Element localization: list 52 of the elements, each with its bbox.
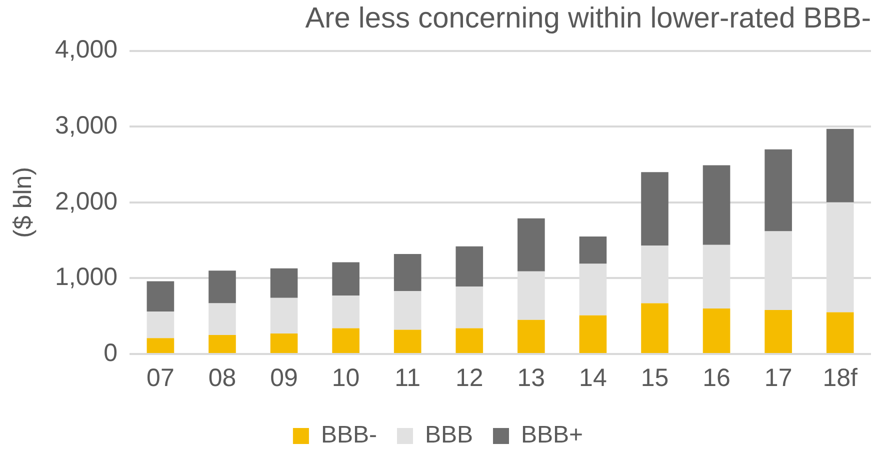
x-tick-label: 13 — [517, 364, 546, 392]
bar — [394, 254, 422, 292]
bar — [332, 328, 360, 353]
x-tick-label: 09 — [270, 364, 298, 392]
x-tick-label: 16 — [702, 364, 730, 392]
y-axis-title: ($ bln) — [8, 166, 37, 238]
x-tick-label: 18f — [822, 364, 858, 392]
legend-label: BBB — [424, 422, 474, 449]
legend-label: BBB- — [320, 422, 377, 449]
bar — [518, 218, 545, 272]
y-tick-label: 1,000 — [55, 263, 118, 292]
bar — [456, 286, 484, 328]
x-tick-label: 11 — [394, 364, 421, 392]
x-tick-label: 12 — [455, 364, 484, 392]
bar — [270, 268, 298, 298]
bar — [394, 330, 422, 353]
x-tick-label: 14 — [579, 364, 607, 392]
y-tick-label: 0 — [104, 338, 118, 367]
bar — [641, 303, 668, 353]
bar — [764, 310, 792, 353]
legend-label: BBB+ — [521, 422, 584, 449]
bar — [394, 291, 422, 330]
bar — [146, 312, 174, 338]
bar — [641, 172, 668, 246]
bar — [579, 315, 607, 353]
bar — [208, 303, 236, 336]
y-tick-label: 3,000 — [55, 111, 118, 140]
bar — [579, 236, 607, 264]
bar — [456, 246, 484, 287]
y-tick-label: 4,000 — [55, 36, 118, 64]
bar — [208, 270, 236, 304]
bar — [764, 149, 792, 232]
bar — [826, 312, 854, 353]
x-tick-label: 10 — [332, 364, 360, 392]
bar — [270, 334, 298, 353]
bar — [270, 298, 298, 334]
bar — [456, 328, 484, 353]
bar — [146, 338, 174, 353]
chart-title: Are less concerning within lower-rated BBB- — [305, 2, 871, 34]
x-tick-label: 17 — [764, 364, 792, 392]
bar — [208, 335, 236, 353]
bar — [332, 262, 360, 296]
bar — [826, 128, 854, 202]
bar — [702, 308, 730, 353]
bar — [332, 296, 360, 328]
bar — [146, 281, 174, 312]
x-tick-label: 07 — [146, 364, 174, 392]
x-tick-label: 15 — [640, 364, 669, 392]
bar — [518, 320, 545, 353]
y-tick-label: 2,000 — [55, 187, 118, 216]
x-tick-label: 08 — [208, 364, 236, 392]
bar — [702, 165, 730, 245]
